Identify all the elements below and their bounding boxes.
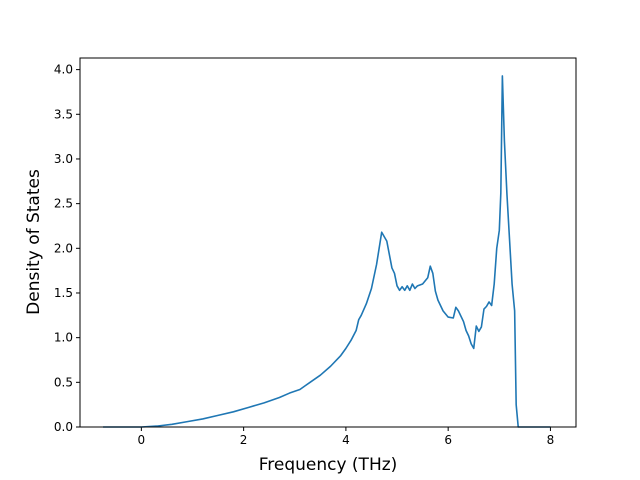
y-tick-label: 2.0 — [54, 241, 73, 255]
y-tick-label: 0.0 — [54, 420, 73, 434]
y-tick-label: 0.5 — [54, 375, 73, 389]
y-axis-label: Density of States — [24, 169, 44, 315]
x-tick-label: 0 — [138, 433, 146, 447]
y-tick-label: 2.5 — [54, 197, 73, 211]
x-tick-label: 2 — [240, 433, 248, 447]
x-tick-label: 6 — [444, 433, 452, 447]
x-tick-label: 8 — [547, 433, 555, 447]
tick-group: 0 2 4 6 8 0.0 0.5 1.0 1.5 2.0 2.5 3.0 3.5 4.0 — [54, 63, 554, 447]
x-tick-label: 4 — [342, 433, 350, 447]
x-axis-label: Frequency (THz) — [259, 455, 398, 475]
y-tick-label: 1.0 — [54, 331, 73, 345]
plot-frame — [79, 57, 577, 428]
y-tick-label: 3.0 — [54, 152, 73, 166]
y-tick-label: 3.5 — [54, 107, 73, 121]
y-tick-label: 1.5 — [54, 286, 73, 300]
dos-series-line — [103, 75, 551, 428]
y-tick-label: 4.0 — [54, 63, 73, 77]
